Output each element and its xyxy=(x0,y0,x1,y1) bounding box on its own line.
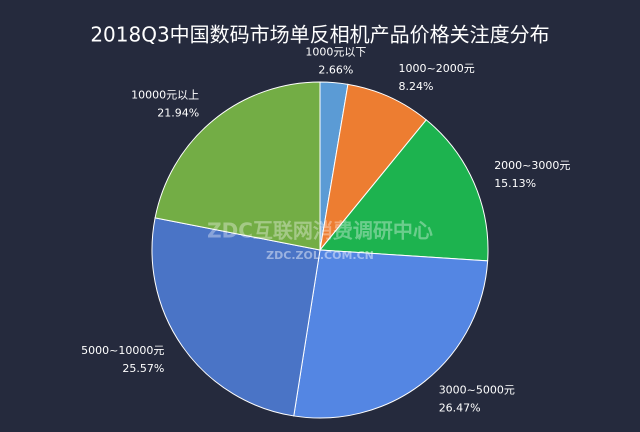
slice-label: 1000~2000元 xyxy=(399,62,475,75)
pie-slice xyxy=(293,249,489,419)
slice-value-label: 15.13% xyxy=(494,177,536,190)
slice-value-label: 26.47% xyxy=(439,401,481,414)
slice-label: 3000~5000元 xyxy=(439,383,515,396)
slice-label: 2000~3000元 xyxy=(494,159,570,172)
slice-value-label: 8.24% xyxy=(399,80,434,93)
slice-value-label: 21.94% xyxy=(157,106,199,119)
slice-label: 5000~10000元 xyxy=(81,344,164,357)
slice-label: 1000元以下 xyxy=(305,46,366,59)
slice-label: 10000元以上 xyxy=(131,88,199,101)
pie-slice xyxy=(318,119,489,262)
pie-slice xyxy=(154,81,321,251)
pie-slice xyxy=(151,217,321,417)
slice-value-label: 25.57% xyxy=(122,362,164,375)
watermark: ZDC互联网消费调研中心 xyxy=(207,219,433,243)
chart-title: 2018Q3中国数码市场单反相机产品价格关注度分布 xyxy=(90,23,549,47)
pie-slice xyxy=(319,83,427,252)
watermark: ZDC.ZOL.COM.CN xyxy=(266,249,374,262)
slice-value-label: 2.66% xyxy=(318,64,353,77)
